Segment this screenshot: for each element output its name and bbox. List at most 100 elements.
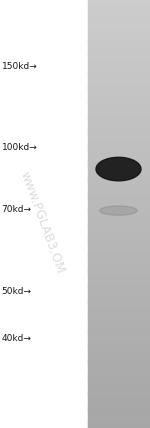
Bar (88, 134, 150, 137)
Bar (88, 164, 150, 167)
Bar (88, 327, 150, 330)
Bar (88, 30, 150, 32)
Bar (88, 119, 150, 122)
Bar (88, 89, 150, 92)
Bar (88, 79, 150, 81)
Bar (88, 244, 150, 246)
Bar (88, 288, 150, 291)
Bar (88, 276, 150, 278)
Bar (88, 333, 150, 336)
Bar (88, 312, 150, 315)
Bar (88, 413, 150, 415)
Bar (88, 66, 150, 68)
Bar (88, 49, 150, 51)
Bar (88, 124, 150, 126)
Bar (88, 370, 150, 372)
Bar (88, 306, 150, 308)
Bar (88, 383, 150, 385)
Bar (88, 177, 150, 180)
Bar (88, 126, 150, 128)
Bar (88, 297, 150, 300)
Bar (88, 100, 150, 103)
Bar (88, 269, 150, 272)
Bar (88, 267, 150, 270)
Bar (88, 156, 150, 158)
Bar (88, 132, 150, 135)
Bar (88, 51, 150, 54)
Bar (88, 246, 150, 248)
Bar (88, 64, 150, 66)
Bar (88, 36, 150, 39)
Bar (88, 316, 150, 319)
Bar (88, 77, 150, 79)
Bar (88, 45, 150, 47)
Bar (88, 169, 150, 171)
Bar (88, 40, 150, 43)
Bar (88, 32, 150, 34)
Bar (88, 21, 150, 24)
Bar (88, 15, 150, 17)
Bar (88, 53, 150, 56)
Bar (88, 344, 150, 347)
Bar (88, 190, 150, 193)
Bar (88, 273, 150, 276)
Bar (88, 417, 150, 419)
Bar (88, 308, 150, 310)
Bar (88, 271, 150, 274)
Bar (88, 263, 150, 265)
Bar (88, 391, 150, 394)
Bar (88, 256, 150, 259)
Bar (88, 359, 150, 362)
Bar (88, 128, 150, 131)
Bar (88, 303, 150, 306)
Bar (88, 92, 150, 94)
Bar (88, 160, 150, 163)
Bar (88, 323, 150, 325)
Bar (88, 299, 150, 302)
Bar (88, 83, 150, 86)
Bar (88, 368, 150, 370)
Bar (88, 17, 150, 19)
Bar (88, 241, 150, 244)
Bar (88, 378, 150, 381)
Bar (88, 233, 150, 235)
Text: 100kd→: 100kd→ (2, 143, 37, 152)
Bar (88, 74, 150, 77)
Bar (88, 203, 150, 205)
Bar (88, 348, 150, 351)
Bar (88, 109, 150, 111)
Bar (88, 387, 150, 389)
Bar (88, 2, 150, 4)
Bar (88, 310, 150, 312)
Bar (88, 192, 150, 195)
Bar (88, 376, 150, 379)
Bar (88, 173, 150, 175)
Bar (88, 186, 150, 188)
Bar (88, 252, 150, 255)
Bar (88, 353, 150, 355)
Bar (88, 179, 150, 182)
Bar (88, 408, 150, 411)
Bar (88, 293, 150, 295)
Bar (88, 325, 150, 327)
Bar (88, 55, 150, 58)
Bar (88, 27, 150, 30)
Bar (88, 224, 150, 227)
Bar (88, 34, 150, 36)
Bar (88, 211, 150, 214)
Bar (88, 400, 150, 402)
Bar (88, 355, 150, 357)
Bar (88, 98, 150, 101)
Bar (88, 336, 150, 338)
Bar (88, 122, 150, 124)
Bar (88, 10, 150, 13)
Bar (88, 280, 150, 282)
Bar (88, 0, 150, 2)
Bar (88, 363, 150, 366)
Bar (88, 209, 150, 212)
Bar (88, 295, 150, 297)
Bar (88, 239, 150, 242)
Bar (88, 199, 150, 201)
Bar (88, 72, 150, 75)
Bar (88, 19, 150, 21)
